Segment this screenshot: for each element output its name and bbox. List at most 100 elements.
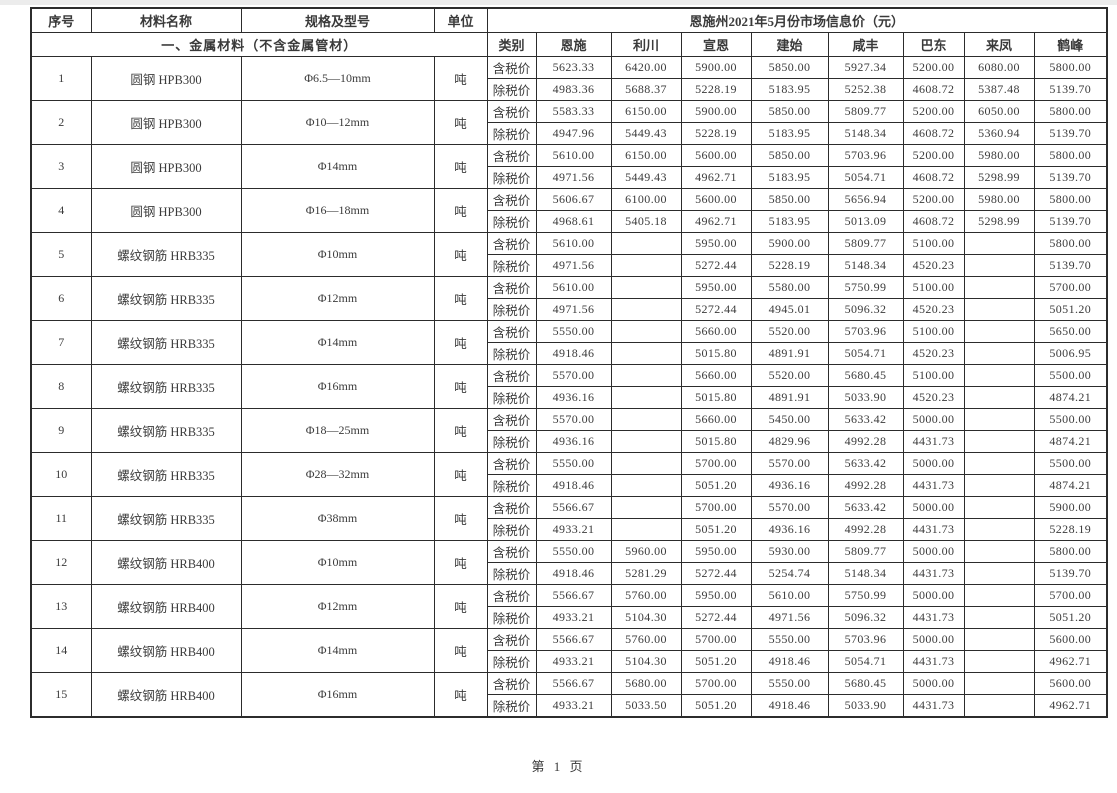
price-cell: 5000.00 — [902, 628, 965, 651]
price-cell: 5183.95 — [750, 166, 829, 189]
price-cell: 5950.00 — [680, 232, 752, 255]
price-cell: 4918.46 — [750, 650, 829, 673]
price-cell: 5096.32 — [827, 606, 904, 629]
price-type-cell: 含税价 — [486, 452, 537, 475]
price-cell: 5387.48 — [963, 78, 1035, 101]
price-cell: 5800.00 — [1033, 144, 1108, 167]
spec-cell: Φ16mm — [240, 364, 435, 409]
price-cell — [963, 408, 1035, 431]
price-cell: 5800.00 — [1033, 100, 1108, 123]
price-cell: 5000.00 — [902, 452, 965, 475]
unit-cell: 吨 — [433, 276, 488, 321]
price-cell: 5550.00 — [750, 672, 829, 695]
price-cell: 5680.00 — [610, 672, 682, 695]
price-cell: 5015.80 — [680, 430, 752, 453]
table-row: 除税价 4936.16 5015.80 4891.91 5033.90 4520… — [31, 386, 1108, 409]
price-cell: 4933.21 — [535, 694, 612, 718]
price-cell: 5900.00 — [750, 232, 829, 255]
price-type-cell: 含税价 — [486, 56, 537, 79]
price-cell — [610, 298, 682, 321]
price-cell: 5015.80 — [680, 386, 752, 409]
price-cell: 6150.00 — [610, 100, 682, 123]
table-row: 3 圆钢 HPB300 Φ14mm 吨 含税价 5610.00 6150.00 … — [30, 144, 1108, 189]
table-row: 2 圆钢 HPB300 Φ10—12mm 吨 含税价 5583.33 6150.… — [30, 100, 1108, 145]
price-cell: 5809.77 — [827, 100, 904, 123]
price-cell — [610, 232, 682, 255]
price-cell: 4520.23 — [902, 342, 965, 365]
table-row: 除税价 4933.21 5104.30 5051.20 4918.46 5054… — [31, 650, 1108, 673]
spec-cell: Φ6.5—10mm — [240, 56, 435, 101]
price-cell: 5104.30 — [610, 606, 682, 629]
material-cell: 螺纹钢筋 HRB400 — [90, 584, 242, 629]
price-cell: 5800.00 — [1033, 188, 1108, 211]
material-cell: 螺纹钢筋 HRB335 — [90, 320, 242, 365]
material-cell: 圆钢 HPB300 — [90, 188, 242, 233]
seq-cell: 7 — [30, 320, 92, 365]
material-cell: 螺纹钢筋 HRB400 — [90, 628, 242, 673]
price-cell: 6100.00 — [610, 188, 682, 211]
price-type-cell: 除税价 — [486, 254, 537, 277]
price-cell: 5750.99 — [827, 276, 904, 299]
price-cell: 5566.67 — [535, 496, 612, 519]
price-cell: 5850.00 — [750, 56, 829, 79]
table-row: 除税价 4983.36 5688.37 5228.19 5183.95 5252… — [31, 78, 1108, 101]
unit-cell: 吨 — [433, 232, 488, 277]
price-cell: 5006.95 — [1033, 342, 1108, 365]
price-cell: 5298.99 — [963, 166, 1035, 189]
price-cell: 5252.38 — [827, 78, 904, 101]
price-cell: 4936.16 — [750, 518, 829, 541]
col-header-category: 类别 — [486, 32, 537, 57]
price-type-cell: 含税价 — [486, 364, 537, 387]
price-cell: 5449.43 — [610, 166, 682, 189]
price-cell: 5281.29 — [610, 562, 682, 585]
price-cell: 5600.00 — [1033, 672, 1108, 695]
price-type-cell: 除税价 — [486, 474, 537, 497]
price-cell: 5200.00 — [902, 100, 965, 123]
material-cell: 螺纹钢筋 HRB335 — [90, 232, 242, 277]
price-cell: 6420.00 — [610, 56, 682, 79]
price-cell: 5013.09 — [827, 210, 904, 233]
price-cell: 4933.21 — [535, 518, 612, 541]
price-cell: 4608.72 — [902, 210, 965, 233]
price-type-cell: 除税价 — [486, 562, 537, 585]
price-type-cell: 含税价 — [486, 672, 537, 695]
price-cell: 4936.16 — [750, 474, 829, 497]
price-cell: 5610.00 — [535, 276, 612, 299]
col-header-city-jianshi: 建始 — [750, 32, 829, 57]
price-cell: 5570.00 — [750, 496, 829, 519]
price-cell: 5760.00 — [610, 584, 682, 607]
price-cell: 4971.56 — [535, 298, 612, 321]
price-cell: 5139.70 — [1033, 166, 1108, 189]
price-cell: 5298.99 — [963, 210, 1035, 233]
price-cell: 5139.70 — [1033, 254, 1108, 277]
table-row: 6 螺纹钢筋 HRB335 Φ12mm 吨 含税价 5610.00 5950.0… — [30, 276, 1108, 321]
price-cell: 4608.72 — [902, 122, 965, 145]
price-cell — [963, 606, 1035, 629]
price-type-cell: 含税价 — [486, 408, 537, 431]
unit-cell: 吨 — [433, 672, 488, 718]
table-row: 1 圆钢 HPB300 Φ6.5—10mm 吨 含税价 5623.33 6420… — [30, 56, 1108, 101]
price-cell: 5566.67 — [535, 628, 612, 651]
page-number: 第 1 页 — [531, 759, 586, 774]
price-cell: 4431.73 — [902, 606, 965, 629]
table-header-row: 序号 材料名称 规格及型号 单位 恩施州2021年5月份市场信息价（元） — [30, 7, 1108, 33]
material-cell: 螺纹钢筋 HRB335 — [90, 496, 242, 541]
spec-cell: Φ14mm — [240, 628, 435, 673]
price-cell: 5580.00 — [750, 276, 829, 299]
unit-cell: 吨 — [433, 144, 488, 189]
price-cell: 5900.00 — [680, 56, 752, 79]
unit-cell: 吨 — [433, 320, 488, 365]
price-cell: 5809.77 — [827, 540, 904, 563]
price-cell: 5950.00 — [680, 584, 752, 607]
price-cell: 4431.73 — [902, 474, 965, 497]
seq-cell: 4 — [30, 188, 92, 233]
table-row: 4 圆钢 HPB300 Φ16—18mm 吨 含税价 5606.67 6100.… — [30, 188, 1108, 233]
unit-cell: 吨 — [433, 452, 488, 497]
price-cell: 5583.33 — [535, 100, 612, 123]
price-cell — [963, 276, 1035, 299]
price-cell — [963, 562, 1035, 585]
price-cell: 5054.71 — [827, 650, 904, 673]
price-cell: 5033.50 — [610, 694, 682, 718]
material-cell: 螺纹钢筋 HRB335 — [90, 408, 242, 453]
price-type-cell: 除税价 — [486, 342, 537, 365]
